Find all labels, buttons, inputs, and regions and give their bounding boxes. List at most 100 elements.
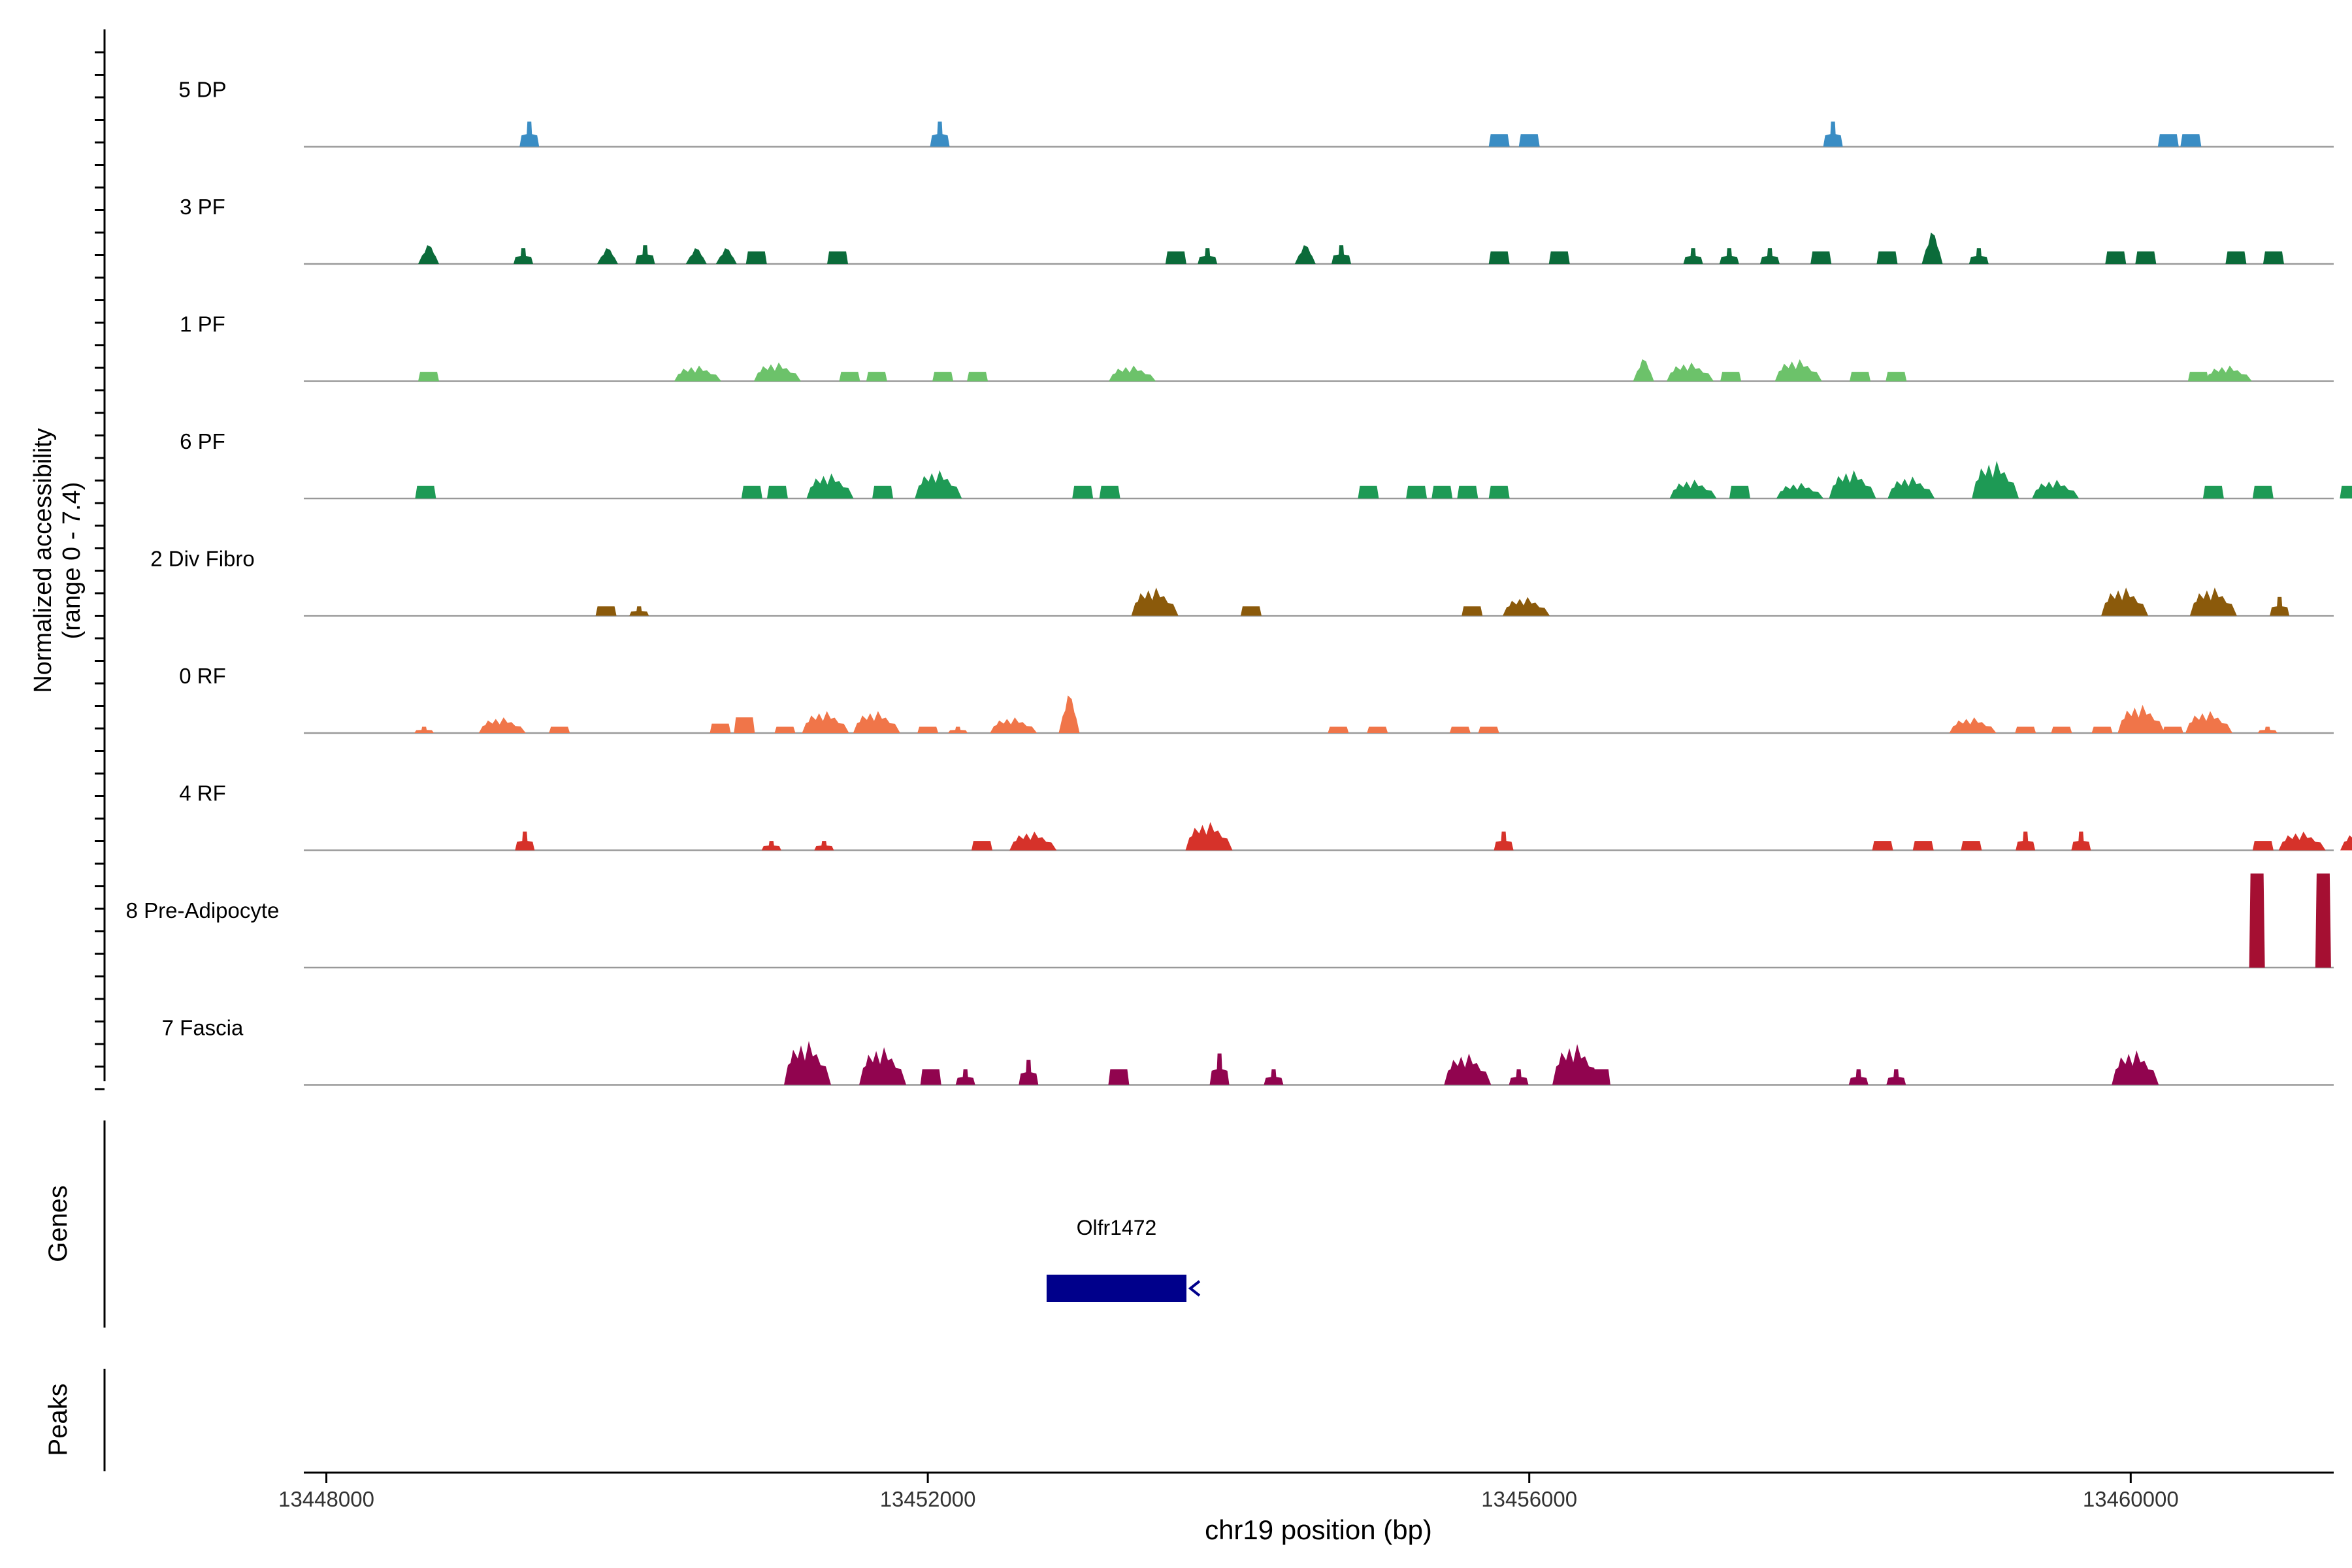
coverage-peak	[1431, 485, 1453, 498]
coverage-peak	[1488, 251, 1510, 264]
coverage-peak	[2187, 372, 2209, 382]
coverage-peak	[2091, 727, 2113, 733]
coverage-peak	[1494, 831, 1514, 851]
coverage-peak	[967, 372, 988, 382]
coverage-peak	[1509, 1069, 1529, 1085]
coverage-peak	[783, 1041, 831, 1085]
coverage-peak	[1331, 245, 1352, 264]
coverage-peak	[1719, 248, 1739, 264]
coverage-peak	[917, 727, 939, 733]
gene-olfr1472-body	[1046, 1275, 1186, 1302]
coverage-peak	[827, 251, 849, 264]
coverage-peak	[1548, 251, 1570, 264]
coverage-peak	[478, 717, 526, 733]
x-tick-label: 13448000	[278, 1487, 374, 1511]
coverage-peak	[1666, 362, 1714, 382]
coverage-peak	[635, 245, 655, 264]
coverage-peak	[1009, 831, 1057, 851]
track-2-div-fibro: 2 Div Fibro	[150, 547, 2334, 617]
coverage-peak	[872, 485, 894, 498]
coverage-peak	[1358, 485, 1379, 498]
coverage-peak	[1294, 245, 1316, 264]
coverage-peak	[1961, 841, 1982, 851]
coverage-peak	[1848, 1069, 1869, 1085]
peaks-panel: Peaks	[44, 1369, 106, 1471]
coverage-peak	[2252, 485, 2274, 498]
coverage-peak	[1099, 485, 1120, 498]
track-label: 3 PF	[180, 195, 225, 219]
coverage-peak	[971, 841, 992, 851]
coverage-peak	[1240, 606, 1262, 616]
track-8-pre-adipocyte: 8 Pre-Adipocyte	[126, 874, 2334, 969]
coverage-peak	[955, 1069, 975, 1085]
coverage-peak	[1462, 606, 1483, 616]
coverage-peak	[866, 372, 887, 382]
track-7-fascia: 7 Fascia	[162, 1016, 2334, 1086]
coverage-peak	[2204, 365, 2252, 382]
gene-olfr1472-label: Olfr1472	[1077, 1216, 1157, 1239]
coverage-peak	[1503, 596, 1550, 616]
x-axis: 13448000 13452000 13456000 13460000 chr19 p…	[278, 1471, 2334, 1545]
coverage-peak	[1109, 365, 1156, 382]
coverage-peak	[2180, 134, 2202, 147]
x-tick-label: 13452000	[880, 1487, 976, 1511]
coverage-peak	[1886, 372, 1907, 382]
coverage-peak	[1829, 470, 1876, 498]
track-4-rf: 4 RF	[179, 781, 2352, 851]
track-label: 2 Div Fibro	[150, 547, 255, 571]
coverage-peak	[802, 711, 849, 733]
coverage-peak	[629, 606, 649, 616]
coverage-peak	[734, 717, 755, 733]
coverage-peak	[2162, 727, 2183, 733]
coverage-peak	[1058, 695, 1080, 733]
coverage-peak	[1720, 372, 1742, 382]
coverage-peak	[2340, 835, 2352, 851]
coverage-peak	[2032, 480, 2080, 498]
coverage-peak	[1968, 248, 1989, 264]
coverage-peak	[948, 727, 968, 733]
coverage-peak	[1488, 485, 1510, 498]
coverage-peak	[1444, 1053, 1492, 1085]
coverage-peak	[2071, 831, 2091, 851]
coverage-peak	[2112, 1050, 2159, 1085]
coverage-peak	[1683, 248, 1703, 264]
coverage-peak	[1552, 1044, 1600, 1085]
track-label: 5 DP	[178, 78, 226, 102]
coverage-peak	[1850, 372, 1871, 382]
coverage-peak	[596, 248, 618, 264]
coverage-peak	[2252, 841, 2274, 851]
x-tick-label: 13456000	[1481, 1487, 1577, 1511]
coverage-peak	[1449, 727, 1471, 733]
coverage-peak	[1108, 1069, 1130, 1085]
coverage-peak	[1185, 822, 1233, 851]
track-label: 8 Pre-Adipocyte	[126, 898, 280, 923]
track-label: 6 PF	[180, 429, 225, 453]
coverage-peak	[920, 1069, 941, 1085]
coverage-peak	[2105, 251, 2127, 264]
track-label: 0 RF	[179, 664, 226, 688]
coverage-peak	[1912, 841, 1934, 851]
coverage-peak	[674, 365, 721, 382]
coverage-peak	[515, 831, 535, 851]
track-6-pf: 6 PF	[180, 429, 2352, 500]
x-tick-label: 13460000	[2083, 1487, 2179, 1511]
coverage-y-ticks	[95, 51, 105, 1090]
coverage-peak	[2135, 251, 2157, 264]
coverage-peak	[2157, 134, 2179, 147]
coverage-peak	[990, 717, 1037, 733]
coverage-peak	[741, 485, 762, 498]
x-axis-title: chr19 position (bp)	[1205, 1514, 1432, 1545]
coverage-ylabel-line1: Normalized accessibility	[29, 428, 57, 693]
genes-label: Genes	[44, 1185, 73, 1262]
coverage-peak	[839, 372, 860, 382]
coverage-peak	[685, 248, 707, 264]
coverage-peak	[2185, 711, 2232, 733]
coverage-peak	[915, 470, 962, 498]
coverage-peak	[1406, 485, 1428, 498]
x-ticks: 13448000 13452000 13456000 13460000	[278, 1473, 2179, 1511]
coverage-peak	[2016, 831, 2036, 851]
coverage-peak	[1886, 1069, 1906, 1085]
coverage-peak	[1198, 248, 1218, 264]
coverage-peak	[1776, 483, 1823, 498]
peaks-label: Peaks	[44, 1383, 73, 1456]
